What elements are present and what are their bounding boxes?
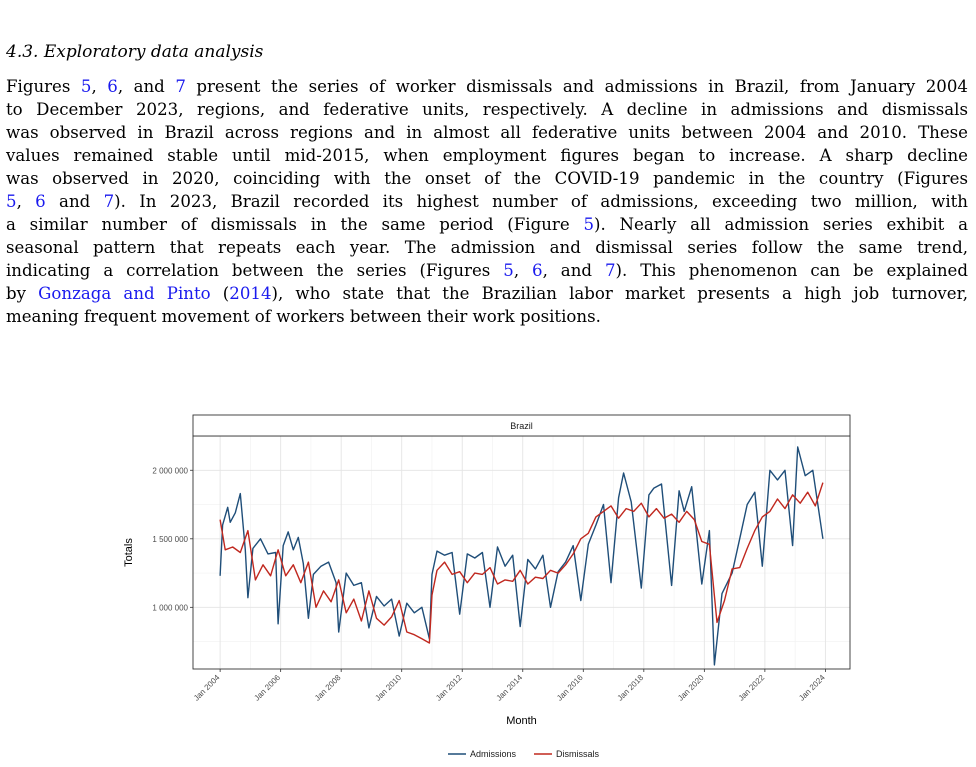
- x-tick-label: Jan 2024: [797, 673, 827, 703]
- x-tick-label: Jan 2012: [434, 673, 464, 703]
- paragraph-text: ,: [16, 192, 36, 211]
- paragraph-line: by Gonzaga and Pinto (2014), who state t…: [6, 282, 968, 305]
- facet-strip-label: Brazil: [510, 421, 533, 431]
- reference-link[interactable]: 6: [532, 261, 543, 280]
- paragraph-text: Figures: [6, 77, 81, 96]
- series-line-admissions: [219, 446, 824, 666]
- paragraph-text: ). Nearly all admission series exhibit a: [594, 215, 968, 234]
- paragraph-line: Figures 5, 6, and 7 present the series o…: [6, 75, 968, 98]
- legend-label: Admissions: [470, 749, 517, 759]
- paragraph-text: seasonal pattern that repeats each year.…: [6, 238, 968, 257]
- reference-link[interactable]: 7: [175, 77, 186, 96]
- paragraph-text: a similar number of dismissals in the sa…: [6, 215, 584, 234]
- paragraph-text: was observed in 2020, coinciding with th…: [6, 169, 968, 188]
- paragraph-text: meaning frequent movement of workers bet…: [6, 307, 601, 326]
- paragraph-line: was observed in Brazil across regions an…: [6, 121, 968, 144]
- section-title: 4.3. Exploratory data analysis: [6, 42, 264, 62]
- y-tick-label: 1 500 000: [152, 535, 188, 544]
- x-axis-title: Month: [506, 715, 537, 727]
- x-tick-label: Jan 2010: [373, 673, 403, 703]
- paragraph-text: ), who state that the Brazilian labor ma…: [271, 284, 969, 303]
- x-tick-label: Jan 2016: [555, 673, 585, 703]
- reference-link[interactable]: 5: [80, 77, 92, 96]
- x-tick-label: Jan 2006: [252, 673, 282, 703]
- paragraph-text: indicating a correlation between the ser…: [6, 261, 504, 280]
- x-tick-label: Jan 2022: [737, 673, 767, 703]
- reference-link[interactable]: 5: [503, 261, 514, 280]
- paragraph-text: (: [210, 284, 230, 303]
- plot-area: [193, 436, 850, 669]
- reference-link[interactable]: Gonzaga and Pinto: [38, 284, 211, 303]
- paragraph: Figures 5, 6, and 7 present the series o…: [6, 75, 968, 328]
- paragraph-line: seasonal pattern that repeats each year.…: [6, 236, 968, 259]
- x-tick-label: Jan 2004: [192, 673, 222, 703]
- paragraph-line: meaning frequent movement of workers bet…: [6, 305, 968, 328]
- paragraph-line: 5, 6 and 7). In 2023, Brazil recorded it…: [6, 190, 968, 213]
- paragraph-line: was observed in 2020, coinciding with th…: [6, 167, 968, 190]
- paragraph-text: by: [6, 284, 39, 303]
- paragraph-line: a similar number of dismissals in the sa…: [6, 213, 968, 236]
- paragraph-text: , and: [117, 77, 176, 96]
- paragraph-line: to December 2023, regions, and federativ…: [6, 98, 968, 121]
- x-tick-label: Jan 2014: [495, 673, 525, 703]
- legend-label: Dismissals: [556, 749, 600, 759]
- paragraph-text: , and: [542, 261, 605, 280]
- reference-link[interactable]: 6: [35, 192, 46, 211]
- reference-link[interactable]: 5: [6, 192, 17, 211]
- x-tick-label: Jan 2018: [616, 673, 646, 703]
- paragraph-text: present the series of worker dismissals …: [185, 77, 968, 96]
- paragraph-line: values remained stable until mid-2015, w…: [6, 144, 968, 167]
- reference-link[interactable]: 2014: [229, 284, 272, 303]
- paragraph-text: ,: [513, 261, 533, 280]
- y-axis-title: Totals: [123, 538, 135, 567]
- facet-strip: [192, 414, 851, 437]
- y-tick-label: 2 000 000: [152, 466, 188, 475]
- paragraph-text: was observed in Brazil across regions an…: [6, 123, 968, 142]
- paragraph-text: ,: [91, 77, 108, 96]
- paragraph-line: indicating a correlation between the ser…: [6, 259, 968, 282]
- series-line-dismissals: [219, 482, 824, 644]
- reference-link[interactable]: 6: [107, 77, 118, 96]
- x-tick-label: Jan 2020: [676, 673, 706, 703]
- paragraph-text: and: [45, 192, 104, 211]
- x-tick-label: Jan 2008: [313, 673, 343, 703]
- reference-link[interactable]: 5: [583, 215, 594, 234]
- reference-link[interactable]: 7: [604, 261, 616, 280]
- reference-link[interactable]: 7: [103, 192, 115, 211]
- paragraph-text: values remained stable until mid-2015, w…: [6, 146, 968, 165]
- y-tick-label: 1 000 000: [152, 603, 188, 612]
- line-chart: Brazil 1 000 000 1 500 000 2 000 000 Jan 200…: [123, 414, 851, 759]
- paragraph-text: ). In 2023, Brazil recorded its highest …: [114, 192, 968, 211]
- paragraph-text: to December 2023, regions, and federativ…: [6, 100, 968, 119]
- paragraph-text: ). This phenomenon can be explained: [615, 261, 968, 280]
